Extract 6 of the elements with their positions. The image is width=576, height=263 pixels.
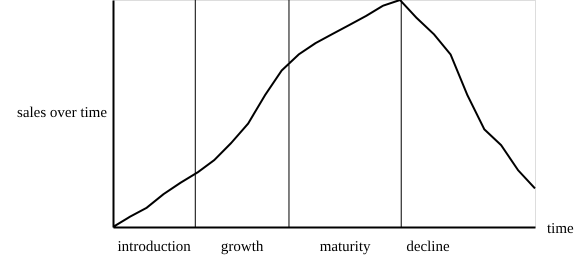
x-axis-title: time [547,221,574,237]
text: growth [220,239,264,255]
y-axis-title: sales over time [17,105,108,121]
text: introduction [117,239,192,255]
text: maturity [320,239,372,255]
text: decline [406,239,450,255]
